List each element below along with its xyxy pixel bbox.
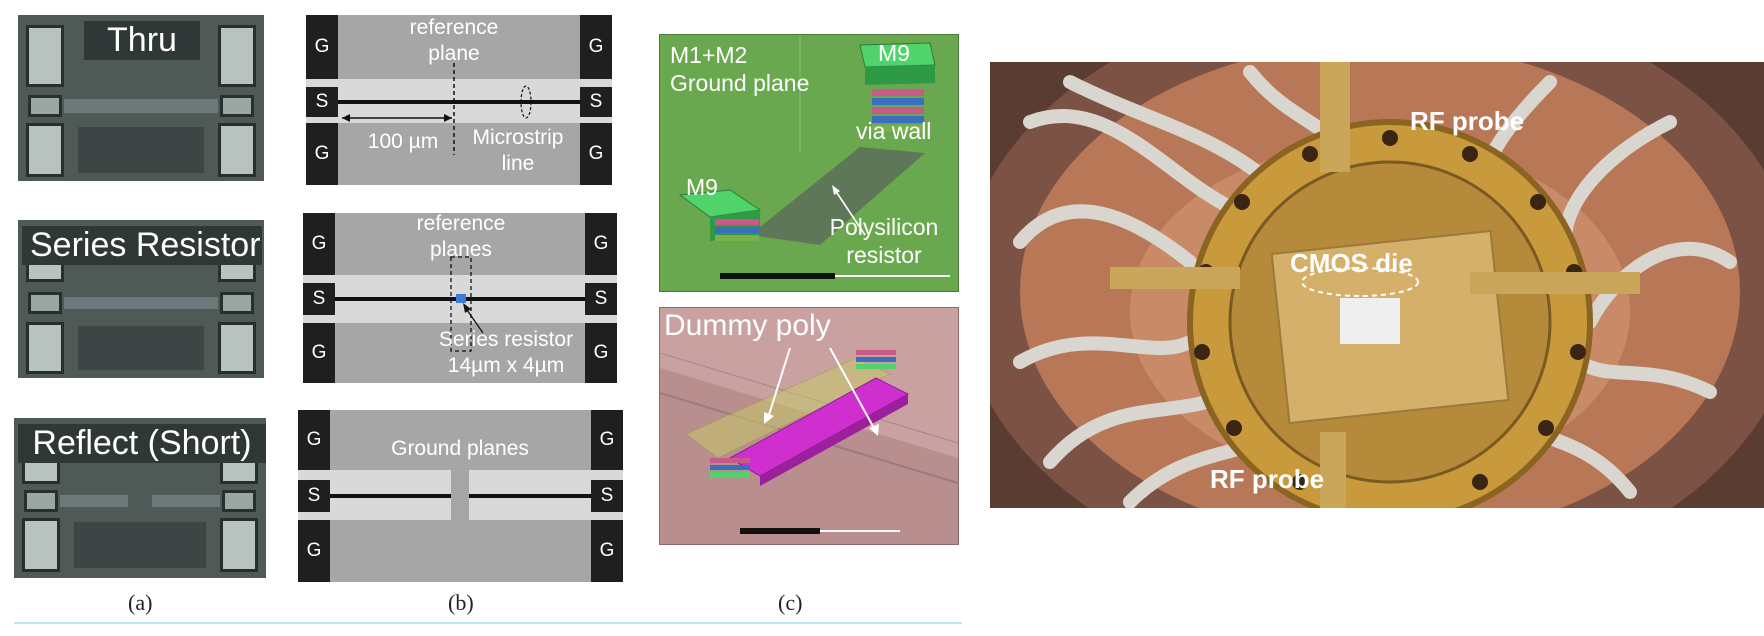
bottom-3d-drawing <box>660 347 958 544</box>
series-schematic: G S G G S G reference planes Series resi… <box>303 212 617 383</box>
port-g: G <box>580 123 612 185</box>
ground-plane <box>306 123 612 185</box>
microstrip-label: Microstrip line <box>472 126 564 175</box>
pad <box>222 490 256 512</box>
cmos-die <box>1340 298 1400 344</box>
port-g: G <box>306 123 338 185</box>
series-resistor-label: Series resistor 14µm x 4µm <box>438 328 574 377</box>
port-g: G <box>298 410 330 470</box>
thru-title: Thru <box>84 21 200 60</box>
signal-trace <box>60 495 128 507</box>
probe-station-photo: RF probe CMOS die RF probe <box>990 62 1764 508</box>
top-3d-drawing <box>678 35 950 279</box>
pad <box>220 292 254 314</box>
ground-region <box>78 127 204 173</box>
thru-annotations <box>342 63 532 155</box>
rf-probe-bottom-label: RF probe <box>1210 464 1325 494</box>
reference-planes-label: reference planes <box>416 212 506 261</box>
signal-line <box>330 494 451 498</box>
die-highlight <box>1301 267 1419 297</box>
signal-line <box>469 494 591 498</box>
ground-region <box>74 522 206 568</box>
port-g: G <box>591 410 623 470</box>
series-micrograph: Series Resistor <box>18 220 264 378</box>
reflect-schematic: G S G G S G Ground planes <box>298 410 623 582</box>
pad <box>26 322 64 374</box>
pad <box>24 490 58 512</box>
photo-drawing <box>990 62 1764 508</box>
m9-left-label: M9 <box>686 174 718 200</box>
pad <box>220 518 258 572</box>
port-s: S <box>591 480 623 512</box>
port-s: S <box>298 480 330 512</box>
port-g: G <box>303 323 335 383</box>
pad <box>218 123 256 177</box>
port-g: G <box>585 323 617 383</box>
signal-trace <box>152 495 220 507</box>
thru-micrograph: Thru <box>18 15 264 181</box>
pad <box>22 518 60 572</box>
reference-plane-label: reference plane <box>409 16 499 65</box>
pad <box>28 292 62 314</box>
pad <box>28 95 62 117</box>
thru-schematic: G S G G S G reference plane 100 µm Micro… <box>306 15 612 185</box>
port-g: G <box>306 15 338 79</box>
m9-top-label: M9 <box>878 40 910 66</box>
ground-plane <box>303 323 617 383</box>
reflect-micrograph: Reflect (Short) <box>14 418 266 578</box>
port-g: G <box>303 213 335 275</box>
signal-trace <box>64 99 218 113</box>
port-s: S <box>585 283 617 315</box>
ground-plane <box>298 410 623 470</box>
port-s: S <box>303 283 335 315</box>
right-via-stack <box>856 350 896 369</box>
left-via-stack <box>715 219 759 241</box>
short-stub <box>451 468 469 522</box>
port-g: G <box>585 213 617 275</box>
port-g: G <box>298 520 330 582</box>
port-g: G <box>580 15 612 79</box>
top-3d-view: M1+M2 Ground plane M9 via wall M9 Polysi… <box>659 34 959 292</box>
port-s: S <box>580 87 612 117</box>
ground-plane <box>298 520 623 582</box>
pad <box>220 95 254 117</box>
pad <box>26 25 64 87</box>
series-resistor <box>456 294 466 303</box>
series-title: Series Resistor <box>22 226 262 265</box>
series-annotations <box>450 256 484 352</box>
port-g: G <box>591 520 623 582</box>
cmos-die-label: CMOS die <box>1290 248 1413 278</box>
reflect-title: Reflect (Short) <box>18 424 266 463</box>
caption-b: (b) <box>448 590 474 615</box>
rf-probe-top-label: RF probe <box>1410 106 1525 136</box>
bottom-3d-view: Dummy poly <box>659 307 959 545</box>
ring-holes <box>1194 130 1586 490</box>
via-wall-label: via wall <box>856 118 932 144</box>
ground-plane <box>306 15 612 79</box>
pad <box>218 25 256 87</box>
caption-c: (c) <box>778 590 803 615</box>
polysilicon-label: Polysilicon resistor <box>829 214 939 268</box>
ground-region <box>78 326 204 370</box>
caption-a: (a) <box>128 590 153 615</box>
divider <box>14 622 962 624</box>
ground-plane-label: M1+M2 Ground plane <box>670 42 810 96</box>
right-via-stack <box>872 89 924 132</box>
ground-planes-label: Ground planes <box>391 437 529 460</box>
microstrip-line <box>338 100 580 104</box>
pad <box>26 123 64 177</box>
ground-plane <box>303 213 617 275</box>
dummy-poly-label: Dummy poly <box>664 309 831 342</box>
left-via-stack <box>710 458 750 477</box>
signal-trace <box>64 297 218 309</box>
length-label: 100 µm <box>367 130 439 153</box>
rf-probe-arms <box>1110 62 1640 508</box>
pad <box>218 322 256 374</box>
port-s: S <box>306 87 338 117</box>
